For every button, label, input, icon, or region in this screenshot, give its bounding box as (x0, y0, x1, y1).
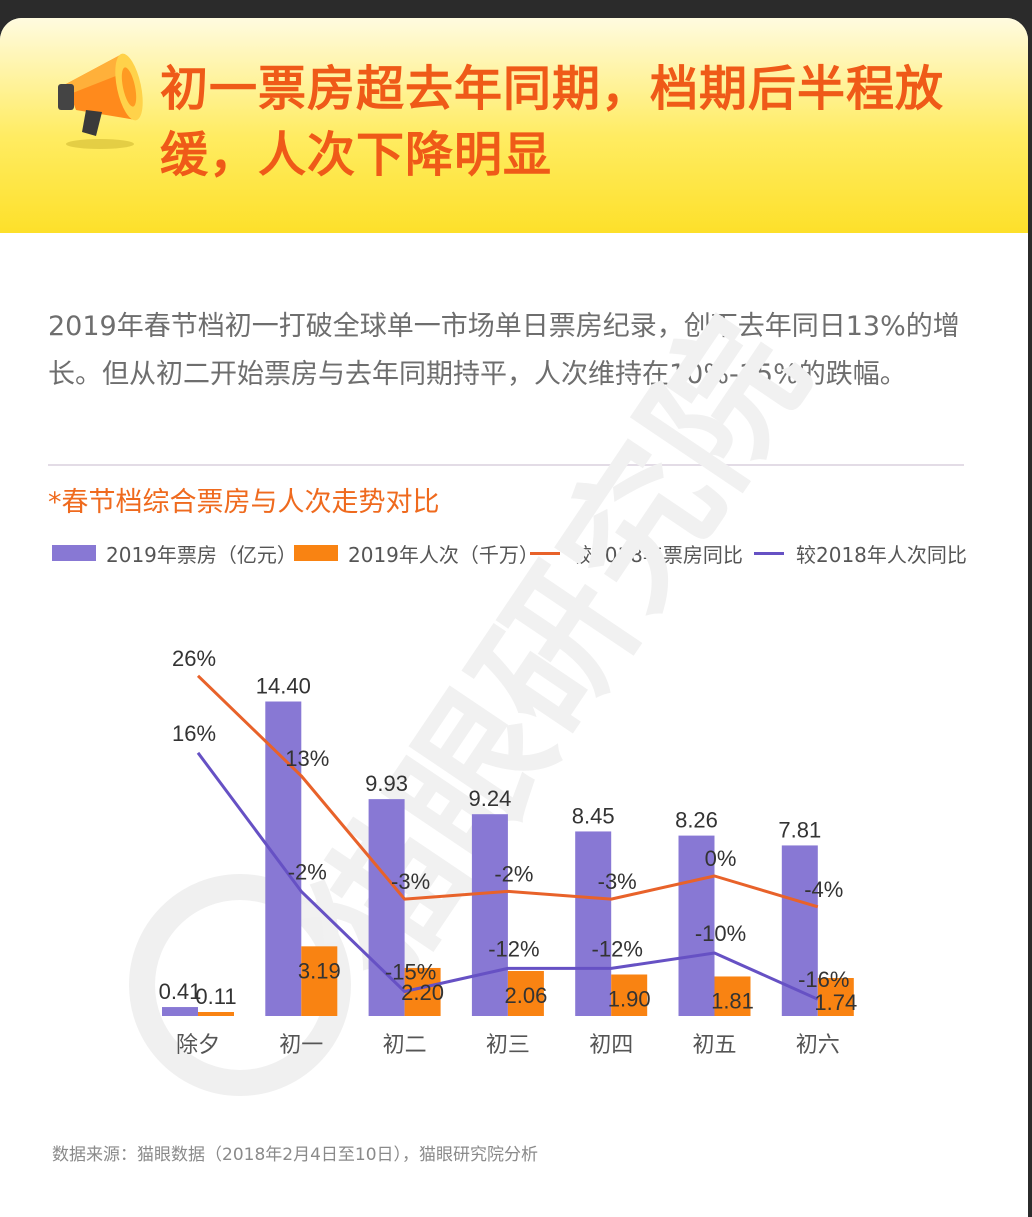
line-label-box-office-yoy: 13% (285, 746, 329, 771)
description-text: 2019年春节档初一打破全球单一市场单日票房纪录，创下去年同日13%的增长。但从… (48, 311, 960, 390)
bar-label-box-office: 0.41 (159, 979, 202, 1004)
labels-layer: 0.410.11 除夕 14.40 3.19 初一 9.93 2.20 初二 9.24 2.06 初… (159, 646, 858, 1058)
bar-box-office (265, 701, 302, 1016)
bar-box-office (368, 799, 405, 1016)
bar-label-box-office: 7.81 (778, 817, 821, 842)
bar-label-admissions: 3.19 (298, 958, 341, 983)
x-tick-label: 初一 (279, 1033, 323, 1058)
legend-swatch (294, 545, 338, 561)
bar-label-box-office: 8.26 (675, 808, 718, 833)
bar-admissions (817, 977, 854, 1016)
bar-admissions (198, 1012, 234, 1016)
bar-label-admissions: 2.20 (401, 980, 444, 1005)
line-label-admissions-yoy: -10% (695, 921, 746, 946)
bar-admissions (611, 974, 648, 1016)
line-label-box-office-yoy: -3% (391, 869, 430, 894)
bar-label-admissions: 2.06 (504, 983, 547, 1008)
line-label-box-office-yoy: -2% (494, 861, 533, 886)
bar-admissions (301, 946, 338, 1016)
line-label-box-office-yoy: -4% (804, 877, 843, 902)
bar-admissions (404, 967, 441, 1016)
line-label-admissions-yoy: -12% (592, 936, 643, 961)
bars-layer (162, 701, 854, 1016)
legend-line (530, 551, 560, 555)
line-label-box-office-yoy: 26% (172, 646, 216, 671)
bar-label-box-office: 9.93 (365, 771, 408, 796)
x-tick-label: 初五 (692, 1033, 736, 1058)
watermark-text: 猫眼研究院 (276, 292, 840, 1011)
line-label-admissions-yoy: -16% (798, 967, 849, 992)
line-label-admissions-yoy: 16% (172, 721, 216, 746)
bar-label-admissions: 0.11 (195, 984, 236, 1009)
divider (48, 464, 964, 466)
line-label-admissions-yoy: -15% (385, 960, 436, 985)
legend-item-box-office: 2019年票房（亿元） (52, 536, 297, 570)
content-card: 初一票房超去年同期，档期后半程放缓，人次下降明显 2019年春节档初一打破全球单… (0, 18, 1028, 1217)
bar-admissions (507, 971, 544, 1016)
legend-label: 较2018年人次同比 (796, 542, 967, 567)
bar-label-admissions: 1.81 (711, 988, 754, 1013)
x-tick-label: 除夕 (176, 1033, 220, 1058)
legend-item-adm-yoy: 较2018年人次同比 (754, 536, 967, 570)
line-label-box-office-yoy: 0% (705, 846, 737, 871)
legend-item-admissions: 2019年人次（千万） (294, 536, 539, 570)
legend-label: 2019年票房（亿元） (106, 542, 297, 567)
line-label-admissions-yoy: -12% (488, 936, 539, 961)
bar-admissions (714, 976, 751, 1016)
x-tick-label: 初三 (486, 1033, 530, 1058)
line-label-box-office-yoy: -3% (598, 869, 637, 894)
legend-item-box-yoy: 较2018年票房同比 (530, 536, 743, 570)
legend-label: 较2018年票房同比 (572, 542, 743, 567)
megaphone-icon (58, 53, 143, 149)
bar-box-office (162, 1007, 198, 1016)
data-source-note: 数据来源：猫眼数据（2018年2月4日至10日），猫眼研究院分析 (52, 1145, 539, 1165)
bar-box-office (781, 845, 818, 1016)
chart-title: *春节档综合票房与人次走势对比 (48, 487, 440, 518)
x-tick-label: 初二 (383, 1033, 427, 1058)
page-title: 初一票房超去年同期，档期后半程放缓，人次下降明显 (160, 61, 945, 183)
bar-box-office (678, 835, 715, 1016)
chart-legend: 2019年票房（亿元） 2019年人次（千万） 较2018年票房同比 较2018… (52, 536, 982, 570)
lines-layer (196, 674, 819, 1001)
line-box-office-yoy (196, 674, 819, 909)
bar-label-box-office: 8.45 (572, 803, 615, 828)
x-tick-label: 初六 (796, 1033, 840, 1058)
line-admissions-yoy (196, 751, 819, 1001)
legend-line (754, 551, 784, 555)
line-label-admissions-yoy: -2% (288, 859, 327, 884)
watermark-logo (129, 874, 351, 1096)
bar-box-office (471, 814, 508, 1016)
legend-label: 2019年人次（千万） (348, 542, 539, 567)
bar-box-office (575, 831, 612, 1016)
bar-label-admissions: 1.74 (814, 990, 857, 1015)
bar-label-admissions: 1.90 (608, 987, 651, 1012)
bar-label-box-office: 14.40 (256, 674, 311, 699)
x-tick-label: 初四 (589, 1033, 633, 1058)
bar-label-box-office: 9.24 (468, 786, 511, 811)
header-banner: 初一票房超去年同期，档期后半程放缓，人次下降明显 (0, 18, 1028, 233)
legend-swatch (52, 545, 96, 561)
